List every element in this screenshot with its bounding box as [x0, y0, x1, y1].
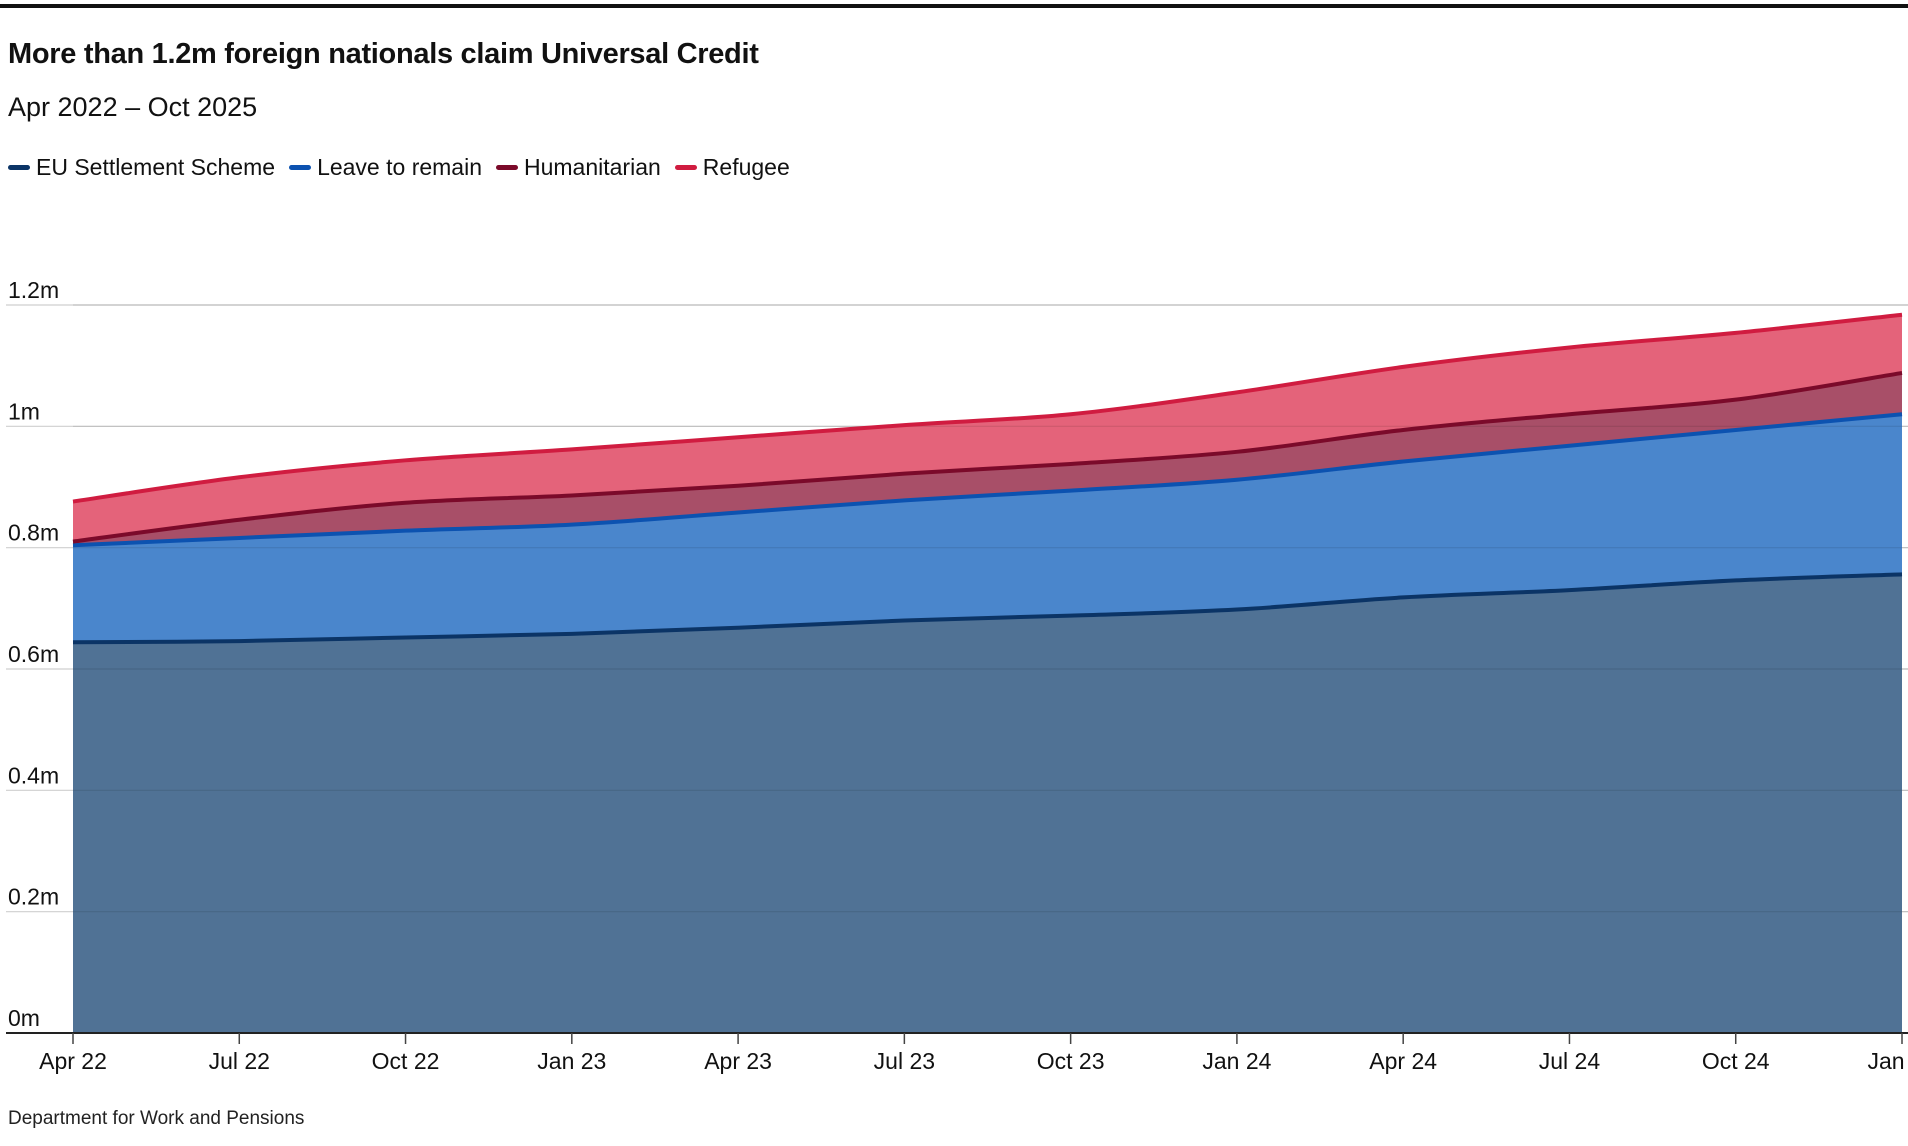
y-tick-label: 1.2m: [8, 277, 59, 303]
area-1: [73, 414, 1902, 643]
y-tick-label: 1m: [8, 398, 40, 424]
series-line-3: [72, 312, 1903, 504]
y-tick-label: 0.8m: [8, 520, 59, 546]
area-0: [73, 574, 1902, 1033]
legend-label: Leave to remain: [317, 154, 482, 180]
legend: EU Settlement Scheme Leave to remain Hum…: [8, 154, 790, 181]
chart-subtitle: Apr 2022 – Oct 2025: [8, 92, 258, 122]
y-tick-label: 0.6m: [8, 641, 59, 667]
legend-item-refugee: Refugee: [674, 154, 790, 181]
source-note: Department for Work and Pensions: [8, 1108, 305, 1129]
x-tick-label: Oct 23: [1037, 1048, 1105, 1074]
area-2: [73, 372, 1902, 546]
legend-swatch: [289, 165, 312, 170]
series-line-2: [72, 370, 1903, 544]
y-tick-label: 0.4m: [8, 762, 59, 788]
series-line-0: [72, 572, 1903, 645]
y-tick-label: 0.2m: [8, 884, 59, 910]
legend-item-humanitarian: Humanitarian: [496, 154, 661, 181]
legend-swatch: [8, 165, 30, 170]
x-tick-label: Apr 24: [1369, 1048, 1437, 1074]
x-tick-label: Oct 22: [372, 1048, 440, 1074]
x-tick-label: Apr 23: [704, 1048, 772, 1074]
legend-item-eu: EU Settlement Scheme: [8, 154, 275, 181]
x-tick-label: Jul 24: [1539, 1048, 1601, 1074]
y-tick-label: 0m: [8, 1005, 40, 1031]
x-tick-label: Jan 25: [1867, 1048, 1908, 1074]
x-tick-label: Apr 22: [39, 1048, 107, 1074]
chart-title: More than 1.2m foreign nationals claim U…: [8, 38, 759, 70]
legend-label: Refugee: [702, 154, 790, 180]
legend-item-leave: Leave to remain: [289, 154, 482, 181]
x-tick-label: Jan 24: [1202, 1048, 1271, 1074]
legend-label: EU Settlement Scheme: [36, 154, 276, 180]
x-tick-label: Oct 24: [1702, 1048, 1770, 1074]
legend-swatch: [496, 165, 518, 170]
series-line-1: [72, 412, 1903, 548]
legend-swatch: [674, 165, 697, 170]
area-3: [73, 314, 1902, 542]
x-tick-label: Jan 23: [537, 1048, 606, 1074]
x-tick-label: Jul 23: [874, 1048, 935, 1074]
top-rule: [0, 4, 1908, 8]
x-tick-label: Jul 22: [209, 1048, 270, 1074]
legend-label: Humanitarian: [524, 154, 661, 180]
